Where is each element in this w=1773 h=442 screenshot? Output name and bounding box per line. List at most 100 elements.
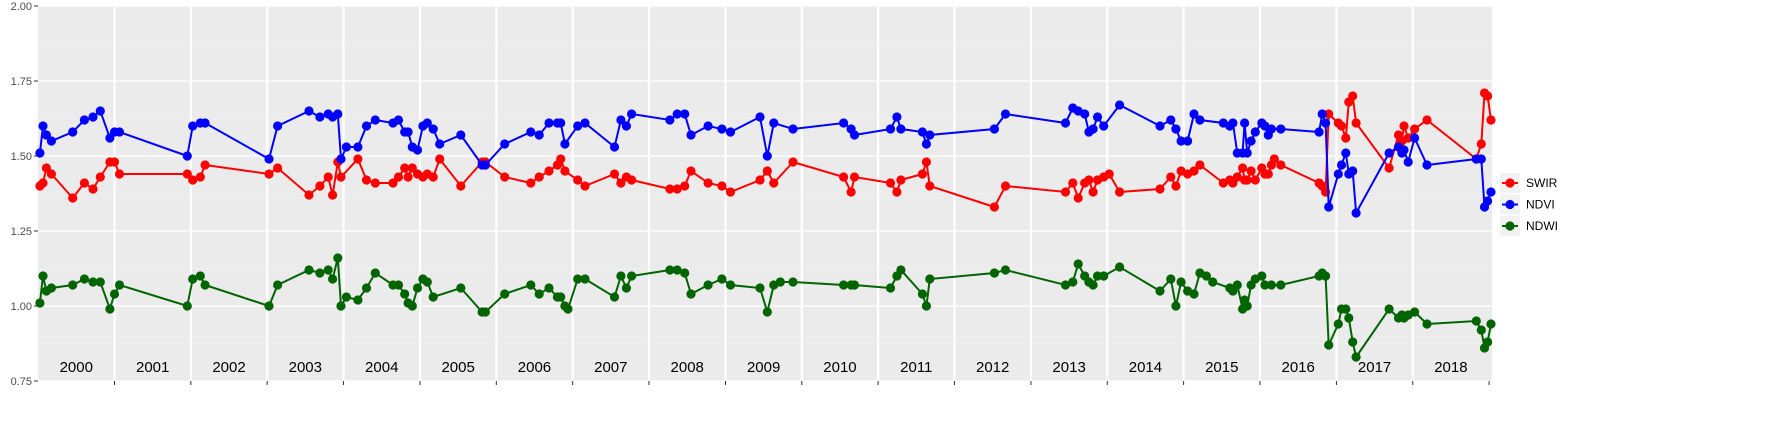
ndvi-point: [1351, 208, 1361, 218]
ndvi-point: [370, 115, 380, 125]
ndwi-point: [1384, 304, 1394, 314]
ndvi-point: [703, 121, 713, 131]
ndvi-point: [609, 142, 620, 152]
ndwi-point: [1176, 277, 1186, 287]
ndwi-point: [849, 280, 860, 290]
swir-point: [315, 181, 325, 191]
swir-point: [435, 154, 445, 164]
ndwi-point: [1115, 262, 1125, 272]
ndwi-point: [328, 274, 338, 284]
ndvi-point: [315, 112, 325, 122]
ndvi-point: [672, 109, 682, 119]
ndvi-point: [95, 106, 105, 116]
swir-point: [616, 178, 626, 188]
swir-point: [609, 169, 620, 179]
ndvi-point: [849, 130, 860, 140]
swir-point: [393, 172, 404, 182]
swir-point: [1195, 160, 1205, 170]
ndwi-point: [534, 289, 544, 299]
ndwi-point: [544, 283, 554, 293]
ndvi-point: [534, 130, 544, 140]
swir-point: [1060, 187, 1071, 197]
ndvi-point: [1483, 196, 1493, 206]
ndvi-point: [788, 124, 798, 134]
swir-point: [1276, 160, 1286, 170]
swir-point: [1422, 115, 1432, 125]
ndvi-point: [989, 124, 1000, 134]
swir-point: [917, 169, 928, 179]
ndwi-point: [1189, 289, 1199, 299]
ndwi-point: [703, 280, 713, 290]
year-label-2011: 2011: [900, 359, 932, 376]
ndwi-point: [456, 283, 466, 293]
ndwi-point: [400, 289, 410, 299]
ndwi-point: [680, 268, 690, 278]
ndwi-point: [725, 280, 736, 290]
ndvi-point: [114, 127, 125, 137]
swir-point: [885, 178, 896, 188]
swir-point: [1403, 133, 1413, 143]
y-tick-label: 1.25: [11, 226, 32, 238]
ndvi-point: [1266, 124, 1276, 134]
year-label-2005: 2005: [441, 359, 474, 376]
swir-point: [1410, 124, 1420, 134]
swir-point: [1348, 91, 1358, 101]
ndvi-point: [1336, 160, 1347, 170]
year-label-2013: 2013: [1052, 359, 1085, 376]
ndwi-point: [500, 289, 510, 299]
ndwi-point: [88, 277, 98, 287]
ndwi-point: [1099, 271, 1109, 281]
ndvi-point: [762, 151, 772, 161]
ndwi-point: [105, 304, 115, 314]
swir-point: [1104, 169, 1114, 179]
year-label-2001: 2001: [136, 359, 169, 376]
ndwi-point: [264, 301, 274, 311]
swir-point: [1336, 121, 1347, 131]
swir-point: [788, 157, 798, 167]
ndvi-point: [500, 139, 510, 149]
ndvi-point: [1115, 100, 1125, 110]
ndwi-point: [336, 301, 346, 311]
swir-point: [769, 178, 779, 188]
swir-point: [627, 175, 637, 185]
ndvi-point: [627, 109, 637, 119]
ndvi-point: [616, 115, 626, 125]
ndwi-point: [1471, 316, 1481, 326]
swir-point: [762, 166, 772, 176]
legend: SWIR NDVI NDWI: [1500, 173, 1558, 236]
ndvi-point: [1166, 115, 1176, 125]
ndwi-point: [1068, 277, 1078, 287]
swir-point: [95, 172, 105, 182]
ndvi-point: [1403, 157, 1413, 167]
ndvi-point: [1099, 121, 1109, 131]
year-label-2007: 2007: [594, 359, 627, 376]
swir-point: [273, 163, 283, 173]
ndvi-point: [1348, 166, 1358, 176]
ndwi-point: [1351, 352, 1361, 362]
swir-point: [849, 172, 860, 182]
legend-label-ndvi: NDVI: [1526, 198, 1555, 212]
ndwi-point: [896, 265, 906, 275]
swir-point: [686, 166, 696, 176]
swir-point: [1073, 193, 1083, 203]
swir-point: [665, 184, 675, 194]
ndwi-point: [686, 289, 696, 299]
swir-point: [456, 181, 466, 191]
ndwi-point: [839, 280, 849, 290]
swir-point: [114, 169, 125, 179]
legend-item-ndvi: NDVI: [1500, 194, 1555, 215]
ndwi-point: [341, 292, 351, 302]
ndvi-point: [435, 139, 445, 149]
ndwi-point: [79, 274, 89, 284]
swir-point: [1384, 163, 1394, 173]
ndwi-point: [885, 283, 896, 293]
ndwi-line: [38, 257, 1492, 360]
ndwi-point: [412, 283, 423, 293]
series-ndwi: [35, 253, 1496, 362]
year-label-2010: 2010: [823, 359, 856, 376]
swir-point: [403, 172, 413, 182]
ndvi-point: [336, 154, 346, 164]
ndwi-point: [38, 271, 48, 281]
ndvi-point: [68, 127, 78, 137]
swir-point: [580, 181, 590, 191]
